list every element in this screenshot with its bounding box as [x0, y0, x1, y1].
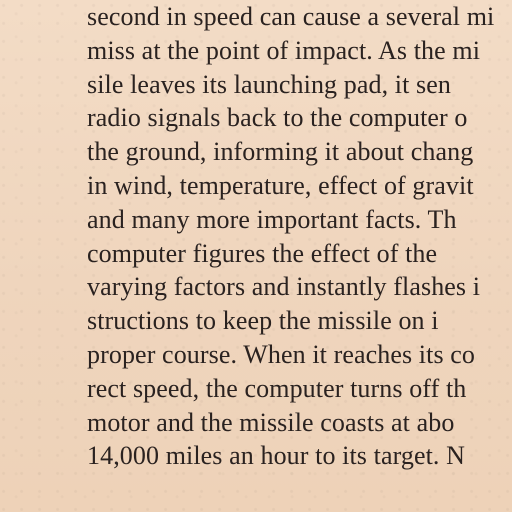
text-line-8: computer figures the effect of the	[87, 238, 438, 268]
body-text-block: second in speed can cause a several mi m…	[87, 0, 512, 473]
text-line-6: in wind, temperature, effect of gravit	[87, 170, 474, 200]
text-line-14: 14,000 miles an hour to its target. N	[87, 441, 466, 471]
text-line-4: radio signals back to the computer o	[87, 103, 468, 133]
text-line-13: motor and the missile coasts at abo	[87, 407, 455, 437]
text-line-10: structions to keep the missile on i	[87, 306, 439, 336]
text-line-7: and many more important facts. Th	[87, 204, 457, 234]
text-line-12: rect speed, the computer turns off th	[87, 373, 467, 403]
text-line-3: sile leaves its launching pad, it sen	[87, 69, 452, 99]
text-line-5: the ground, informing it about chang	[87, 137, 474, 167]
text-line-9: varying factors and instantly flashes i	[87, 272, 481, 302]
text-line-2: miss at the point of impact. As the mi	[87, 35, 481, 65]
text-line-1: second in speed can cause a several mi	[87, 2, 495, 31]
text-line-11: proper course. When it reaches its co	[87, 339, 476, 369]
